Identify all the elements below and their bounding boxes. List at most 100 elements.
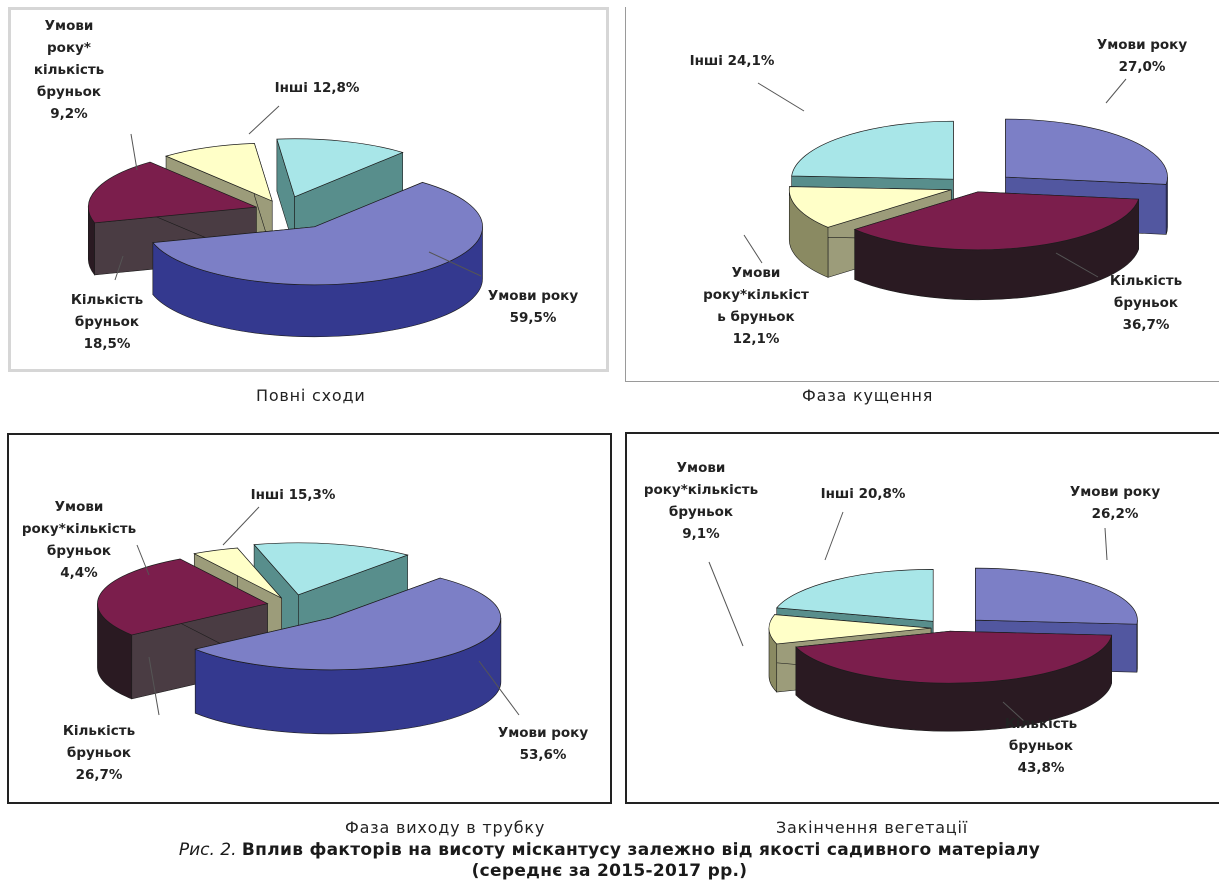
- pie-slice-1: [795, 630, 1113, 732]
- data-label-line: Умови: [45, 18, 94, 34]
- chart-panel-booting: Умови року 53,6% Кількість бруньок 26,7% Умов…: [7, 433, 612, 804]
- leader-line: [114, 255, 124, 281]
- data-label-line: 27,0%: [1119, 59, 1166, 75]
- leader-line: [136, 544, 150, 576]
- leader-line: [248, 105, 280, 135]
- data-label-line: 4,4%: [60, 565, 98, 581]
- data-label-line: 9,1%: [682, 526, 720, 542]
- chart-panel-full-emergence: Умови року 59,5% Кількість бруньок 18,5% Умов…: [8, 7, 609, 372]
- data-label-line: бруньок: [1114, 295, 1178, 311]
- leader-line: [1104, 527, 1108, 561]
- data-label-line: 59,5%: [510, 310, 557, 326]
- data-label-line: кількість: [34, 62, 104, 78]
- data-label: Умови року* кількість бруньок 9,2%: [34, 18, 104, 122]
- leader-line: [130, 133, 138, 171]
- figure-subtitle: (середнє за 2015-2017 рр.): [471, 861, 748, 881]
- data-label-line: 43,8%: [1018, 760, 1065, 776]
- data-label-line: Умови року: [488, 288, 579, 304]
- chart-caption-3: Фаза виходу в трубку: [345, 818, 546, 837]
- pie-slice-side: [1165, 177, 1168, 235]
- data-label-line: Кількість: [71, 292, 143, 308]
- pie-slice-top: [253, 542, 409, 596]
- chart-panel-end-of-vegetation: Умови року 26,2% Кількість бруньок 43,8% Умов…: [625, 432, 1219, 804]
- data-label: Умови року 26,2%: [1070, 484, 1161, 522]
- data-label-line: Інші 24,1%: [690, 53, 775, 69]
- data-label-line: 53,6%: [520, 747, 567, 763]
- data-label-line: Кількість: [1110, 273, 1182, 289]
- leader-line: [757, 82, 805, 112]
- chart-caption-1: Повні сходи: [256, 386, 366, 405]
- data-label-line: Умови року: [498, 725, 589, 741]
- data-label: Інші 24,1%: [690, 53, 775, 69]
- figure-prefix: Рис. 2.: [178, 840, 237, 860]
- data-label-line: Умови року: [1097, 37, 1188, 53]
- pie-slice-0: [194, 577, 502, 735]
- data-label: Інші 15,3%: [251, 487, 336, 503]
- leader-line: [222, 506, 260, 546]
- pie-slice-0: [152, 181, 483, 338]
- pie-slice-top: [776, 569, 934, 622]
- data-label-line: Інші 20,8%: [821, 486, 906, 502]
- data-label-line: Кількість: [63, 723, 135, 739]
- pie-chart-tillering: Умови року 27,0% Кількість бруньок 36,7% Умов…: [690, 37, 1188, 347]
- data-label: Кількість бруньок 26,7%: [63, 723, 135, 783]
- pie-slice-top: [853, 191, 1140, 251]
- pie-slice-top: [164, 143, 273, 202]
- figure-title: Вплив факторів на висоту міскантусу зале…: [241, 840, 1041, 860]
- data-label: Умови року*кількіст ь бруньок 12,1%: [703, 265, 809, 347]
- pie-slice-top: [791, 120, 954, 180]
- data-label-line: бруньок: [47, 543, 111, 559]
- data-label: Інші 12,8%: [275, 80, 360, 96]
- leader-line: [428, 251, 482, 277]
- data-label-line: Умови: [677, 460, 726, 476]
- data-label-line: року*кількіст: [703, 287, 809, 303]
- pie-slice-top: [97, 558, 269, 636]
- data-label-line: ь бруньок: [717, 309, 794, 325]
- data-label-line: Інші 15,3%: [251, 487, 336, 503]
- leader-line: [708, 561, 744, 647]
- data-label-line: бруньок: [67, 745, 131, 761]
- pie-slice-top: [795, 630, 1113, 684]
- data-label-line: Умови: [55, 499, 104, 515]
- chart-caption-2: Фаза кущення: [802, 386, 934, 405]
- data-label-line: бруньок: [1009, 738, 1073, 754]
- pie-slice-top: [152, 182, 483, 286]
- pie-slice-side: [1136, 620, 1138, 673]
- leader-line: [1055, 252, 1099, 278]
- pie-slice-top: [193, 547, 282, 599]
- pie-slice-top: [194, 577, 502, 671]
- pie-chart-booting: Умови року 53,6% Кількість бруньок 26,7% Умов…: [22, 487, 589, 783]
- leader-line: [478, 660, 520, 716]
- figure-caption: Рис. 2. Вплив факторів на висоту міскант…: [0, 840, 1219, 882]
- leader-line: [743, 234, 763, 264]
- data-label: Кількість бруньок 43,8%: [1005, 716, 1077, 776]
- data-label-line: бруньок: [75, 314, 139, 330]
- pie-slice-1: [853, 191, 1140, 301]
- pie-slice-top: [276, 138, 404, 198]
- leader-line: [824, 511, 844, 561]
- data-label-line: року*кількість: [22, 521, 136, 537]
- chart-caption-4: Закінчення вегетації: [776, 818, 968, 837]
- chart-panel-tillering: Умови року 27,0% Кількість бруньок 36,7% Умов…: [625, 7, 1219, 382]
- pie-slice-top: [768, 614, 932, 645]
- leader-line: [1002, 701, 1026, 723]
- pie-slice-top: [975, 567, 1138, 625]
- data-label-line: 12,1%: [733, 331, 780, 347]
- data-label-line: Умови року: [1070, 484, 1161, 500]
- data-label: Інші 20,8%: [821, 486, 906, 502]
- data-label-line: Кількість: [1005, 716, 1077, 732]
- data-label: Кількість бруньок 18,5%: [71, 292, 143, 352]
- data-label-line: бруньок: [37, 84, 101, 100]
- data-label-line: року*: [47, 40, 91, 56]
- data-label-line: Умови: [732, 265, 781, 281]
- data-label: Умови року 59,5%: [488, 288, 579, 326]
- data-label: Кількість бруньок 36,7%: [1110, 273, 1182, 333]
- data-label-line: року*кількість: [644, 482, 758, 498]
- pie-slice-top: [1005, 118, 1168, 185]
- figure-title-line: Рис. 2. Вплив факторів на висоту міскант…: [0, 840, 1219, 861]
- data-label-line: Інші 12,8%: [275, 80, 360, 96]
- data-label-line: 9,2%: [50, 106, 88, 122]
- pie-chart-end-of-vegetation: Умови року 26,2% Кількість бруньок 43,8% Умов…: [644, 460, 1161, 776]
- leader-line: [1105, 78, 1127, 104]
- data-label: Умови року 53,6%: [498, 725, 589, 763]
